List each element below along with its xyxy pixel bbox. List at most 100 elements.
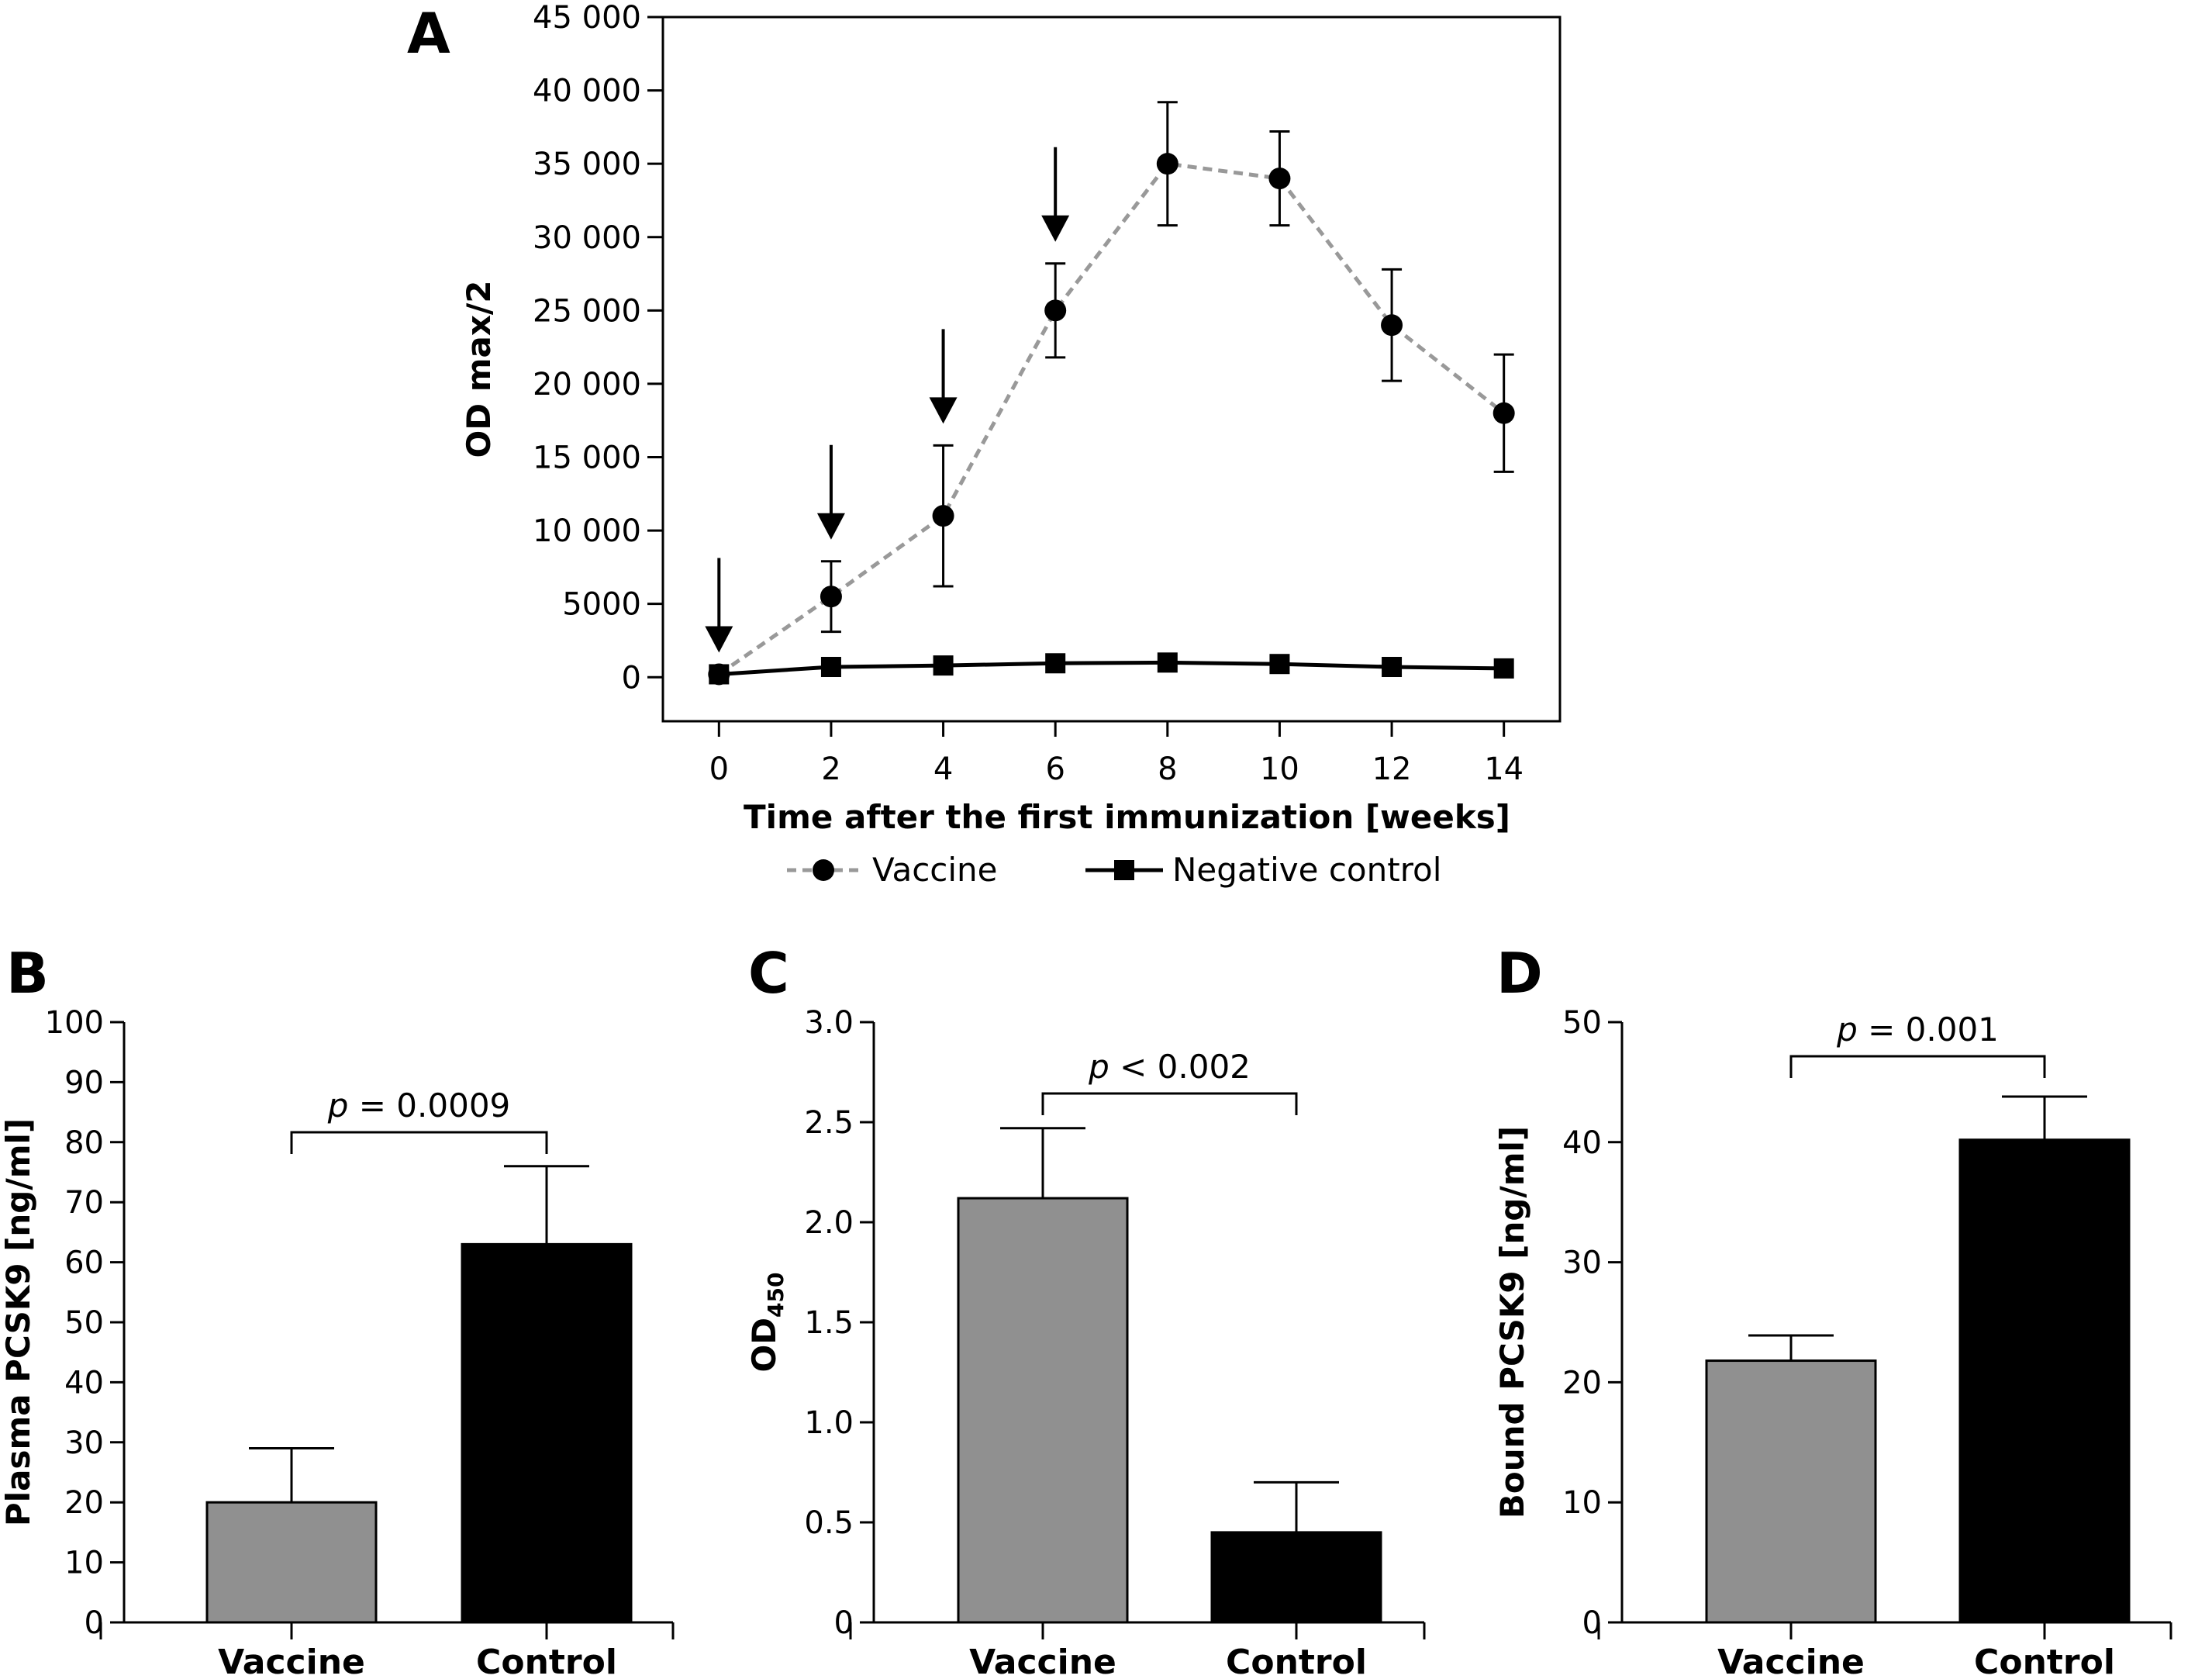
bar-control (461, 1242, 633, 1624)
panel-letter: D (1496, 941, 1543, 1006)
data-point (820, 586, 842, 608)
p-value: p < 0.002 (1088, 1048, 1251, 1086)
y-tick-label: 0 (1582, 1605, 1602, 1641)
data-point (1044, 299, 1067, 322)
y-tick-label: 2.0 (804, 1205, 854, 1241)
immunization-arrow-head (1041, 215, 1070, 242)
category-label: Control (1226, 1643, 1367, 1679)
p-value-text: < 0.002 (1109, 1048, 1251, 1086)
category-label: Vaccine (1717, 1643, 1865, 1679)
panel-letter: A (407, 1, 450, 66)
category-label: Control (476, 1643, 617, 1679)
p-symbol: p (1088, 1048, 1109, 1086)
y-tick-label: 0 (85, 1605, 104, 1641)
y-axis-title: OD max/2 (460, 281, 498, 458)
y-tick-label: 5000 (562, 587, 641, 623)
x-tick-label: 6 (1045, 751, 1065, 787)
y-tick-label: 90 (64, 1065, 104, 1100)
bar-control (1958, 1138, 2131, 1624)
y-tick-label: 30 (1562, 1245, 1602, 1281)
p-symbol: p (327, 1087, 349, 1125)
x-tick-label: 12 (1372, 751, 1412, 787)
data-point (1269, 654, 1290, 675)
y-tick-label: 20 000 (533, 367, 641, 402)
data-point (1045, 653, 1066, 674)
bar-vaccine (957, 1197, 1129, 1624)
y-tick-label: 0 (834, 1605, 854, 1641)
panel-letter: B (6, 941, 49, 1006)
bar-control (1210, 1531, 1382, 1624)
data-point (820, 657, 841, 678)
data-point (709, 664, 730, 685)
x-tick-label: 0 (709, 751, 729, 787)
y-tick-label: 1.0 (804, 1405, 854, 1441)
x-axis-title: Time after the first immunization [weeks… (744, 798, 1510, 836)
series-line (719, 660, 1504, 676)
y-tick-label: 10 000 (533, 513, 641, 549)
y-tick-label: 100 (45, 1005, 104, 1041)
significance-bracket (1789, 1055, 2046, 1078)
y-tick-label: 25 000 (533, 293, 641, 329)
data-point (933, 655, 954, 676)
y-tick-label: 20 (1562, 1365, 1602, 1401)
x-tick-label: 10 (1260, 751, 1299, 787)
immunization-arrow-head (705, 626, 733, 653)
data-point (1492, 402, 1515, 424)
p-value-text: = 0.001 (1858, 1011, 1999, 1049)
y-tick-label: 0 (622, 660, 641, 696)
y-tick-label: 40 (1562, 1125, 1602, 1161)
y-axis-title-text: Plasma PCSK9 [ng/ml] (0, 1118, 37, 1526)
data-point (1157, 652, 1178, 673)
y-axis-title: OD450 (745, 1272, 789, 1372)
panel-letter: C (748, 941, 789, 1006)
immunization-arrow-head (816, 513, 845, 540)
y-tick-label: 50 (1562, 1005, 1602, 1041)
significance-bracket (290, 1131, 548, 1154)
category-label: Control (1974, 1643, 2115, 1679)
significance-bracket (1041, 1092, 1298, 1115)
p-value: p = 0.0009 (327, 1087, 511, 1125)
y-tick-label: 30 (64, 1425, 104, 1461)
y-tick-label: 20 (64, 1485, 104, 1521)
category-label: Vaccine (969, 1643, 1116, 1679)
p-symbol: p (1836, 1011, 1858, 1049)
data-point (1382, 657, 1403, 678)
x-tick-label: 14 (1484, 751, 1524, 787)
series-vaccine (708, 101, 1515, 686)
panel-a-line-chart: A 0 5000 10 000 15 000 20 000 25 000 30 000 35 0… (407, 0, 1562, 889)
y-axis-title-subscript: 450 (763, 1272, 789, 1317)
y-axis-title-text: OD (745, 1318, 783, 1373)
y-tick-label: 10 (1562, 1485, 1602, 1521)
category-label: Vaccine (218, 1643, 365, 1679)
data-point (1381, 314, 1403, 337)
y-tick-label: 70 (64, 1185, 104, 1221)
y-tick-label: 3.0 (804, 1005, 854, 1041)
y-tick-label: 15 000 (533, 440, 641, 476)
data-point (1268, 168, 1291, 190)
x-tick-label: 4 (933, 751, 953, 787)
y-tick-label: 1.5 (804, 1305, 854, 1341)
y-tick-label: 60 (64, 1245, 104, 1281)
y-tick-label: 30 000 (533, 220, 641, 256)
panel-c-bar-chart: C 0 0.5 1.0 1.5 2.0 2.5 3.0 OD450 Vaccine Control p… (745, 941, 1426, 1679)
y-axis-title: Bound PCSK9 [ng/ml] (1493, 1126, 1531, 1518)
p-value: p = 0.001 (1836, 1011, 1999, 1049)
legend-label: Negative control (1172, 851, 1441, 889)
y-axis-title-text: Bound PCSK9 [ng/ml] (1493, 1126, 1531, 1518)
data-point (1493, 658, 1514, 679)
y-tick-label: 35 000 (533, 147, 641, 182)
legend-marker (813, 859, 834, 881)
x-tick-label: 8 (1158, 751, 1177, 787)
y-tick-label: 2.5 (804, 1105, 854, 1141)
bar-vaccine (1705, 1359, 1877, 1624)
legend-label: Vaccine (872, 851, 998, 889)
y-tick-label: 40 000 (533, 74, 641, 109)
immunization-arrow-head (929, 397, 958, 424)
y-tick-label: 80 (64, 1125, 104, 1161)
plot-frame (661, 16, 1562, 723)
legend-marker (1114, 860, 1134, 880)
series-negative-control (709, 652, 1514, 685)
y-tick-label: 0.5 (804, 1505, 854, 1541)
legend: Vaccine Negative control (787, 851, 1441, 889)
